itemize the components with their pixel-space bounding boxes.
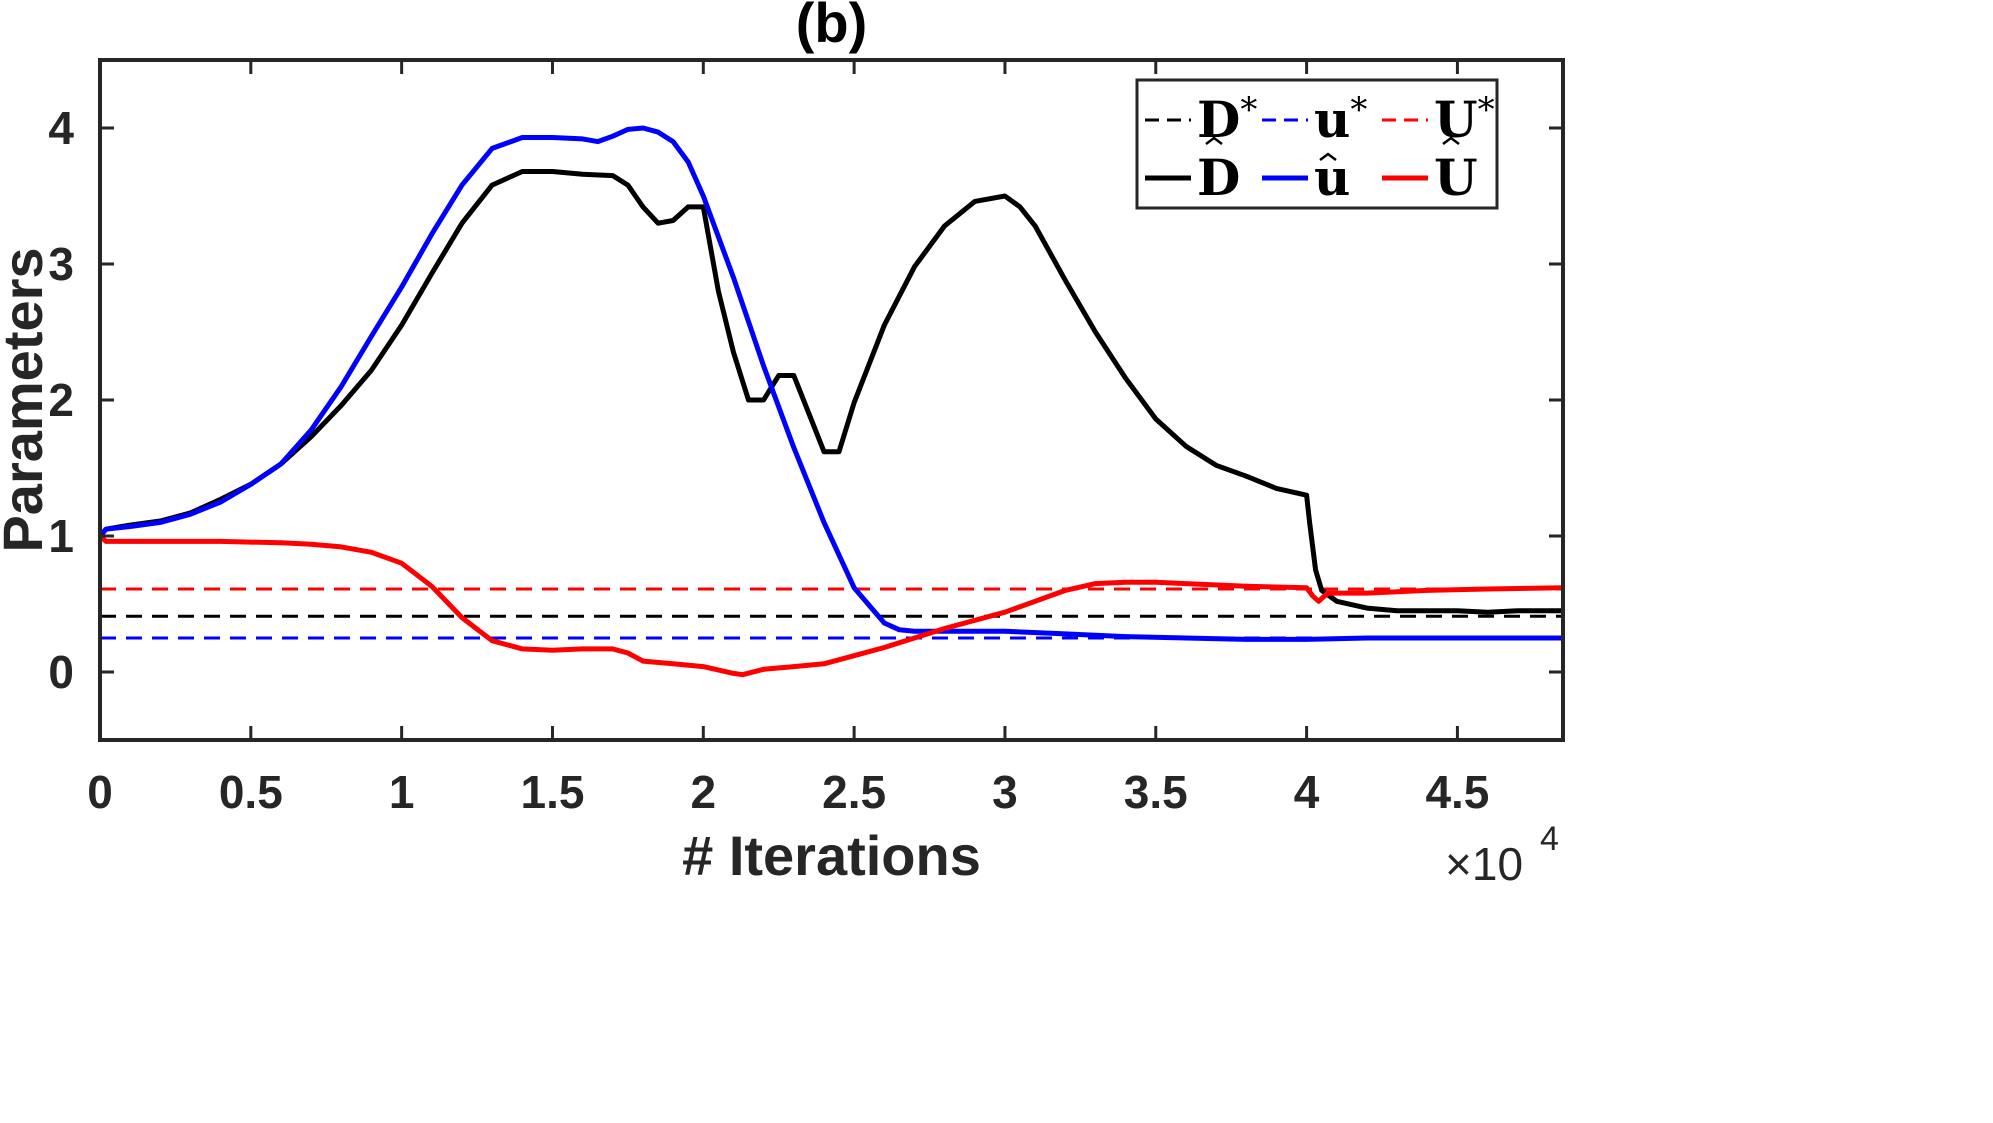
x-tick-label: 4 (1294, 766, 1320, 818)
x-tick-label: 2 (691, 766, 717, 818)
legend: D* u* U*D u U (1135, 78, 1499, 210)
x-tick-label: 1.5 (520, 766, 584, 818)
x-tick-label: 0 (87, 766, 113, 818)
x-axis-multiplier: ×10 4 (1445, 820, 1559, 890)
series-line-d-hat (100, 169, 1563, 615)
y-tick-label: 4 (48, 102, 74, 154)
x-tick-label: 3 (992, 766, 1018, 818)
x-tick-label: 0.5 (219, 766, 283, 818)
y-tick-label: 0 (48, 646, 74, 698)
legend-label-superscript: * (1240, 90, 1257, 130)
legend-label-superscript: * (1350, 90, 1367, 130)
legend-label: D (1197, 148, 1240, 207)
y-tick-label: 1 (48, 510, 74, 562)
legend-box (1135, 78, 1499, 210)
series-line-u-hat (100, 125, 1563, 642)
legend-label: U (1434, 148, 1478, 207)
x-tick-label: 4.5 (1425, 766, 1489, 818)
x-tick-label: 2.5 (822, 766, 886, 818)
legend-label: U* (1434, 90, 1495, 149)
legend-label-superscript: * (1478, 90, 1495, 130)
legend-hat-accent (1205, 136, 1223, 145)
x-multiplier-exponent: 4 (1540, 820, 1559, 858)
tick-layer: 0 0.5 1 1.5 2 2.5 3 3.5 4 4.5 0 1 2 3 4 (48, 60, 1563, 818)
x-tick-label: 3.5 (1124, 766, 1188, 818)
series-line-u-hat (100, 533, 1563, 678)
legend-hat-accent (1319, 152, 1337, 161)
series-layer (100, 125, 1563, 678)
y-tick-label: 3 (48, 238, 74, 290)
x-axis-title: # Iterations (682, 824, 981, 887)
y-axis-title: Parameters (0, 247, 54, 552)
x-multiplier-base: ×10 (1445, 838, 1523, 890)
chart-title: (b) (796, 0, 868, 54)
legend-hat-accent (1442, 136, 1460, 145)
x-tick-label: 1 (389, 766, 415, 818)
y-tick-label: 2 (48, 374, 74, 426)
